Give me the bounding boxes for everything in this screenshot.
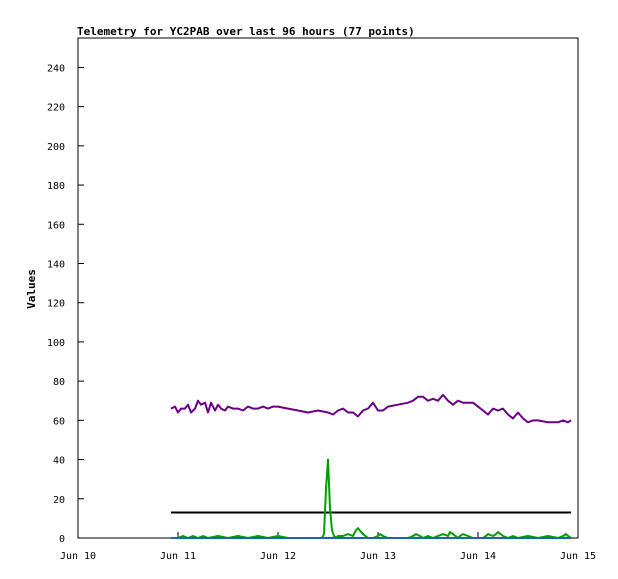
y-tick-label: 180 — [47, 181, 65, 192]
chart-title: Telemetry for YC2PAB over last 96 hours … — [77, 25, 415, 38]
x-tick-label: Jun 11 — [160, 551, 196, 562]
y-tick-label: 0 — [59, 534, 65, 545]
y-tick-label: 20 — [53, 495, 65, 506]
y-axis: 0 20 40 60 80 100 120 140 160 180 200 220 240 — [47, 63, 84, 545]
x-tick-label: Jun 14 — [460, 551, 496, 562]
y-tick-label: 80 — [53, 377, 65, 388]
y-tick-label: 140 — [47, 259, 65, 270]
y-tick-label: 100 — [47, 338, 65, 349]
y-tick-label: 160 — [47, 220, 65, 231]
y-tick-label: 60 — [53, 416, 65, 427]
y-tick-label: 220 — [47, 103, 65, 114]
plot-frame — [77, 37, 579, 539]
y-tick-label: 40 — [53, 456, 65, 467]
series-line-0 — [170, 393, 572, 424]
y-tick-label: 200 — [47, 142, 65, 153]
x-tick-label: Jun 12 — [260, 551, 296, 562]
x-tick-label: Jun 10 — [60, 551, 96, 562]
y-axis-label: Values — [25, 269, 38, 309]
series-layer — [170, 393, 572, 539]
x-tick-label: Jun 15 — [560, 551, 596, 562]
x-tick-label: Jun 13 — [360, 551, 396, 562]
y-tick-label: 240 — [47, 63, 65, 74]
y-tick-label: 120 — [47, 299, 65, 310]
